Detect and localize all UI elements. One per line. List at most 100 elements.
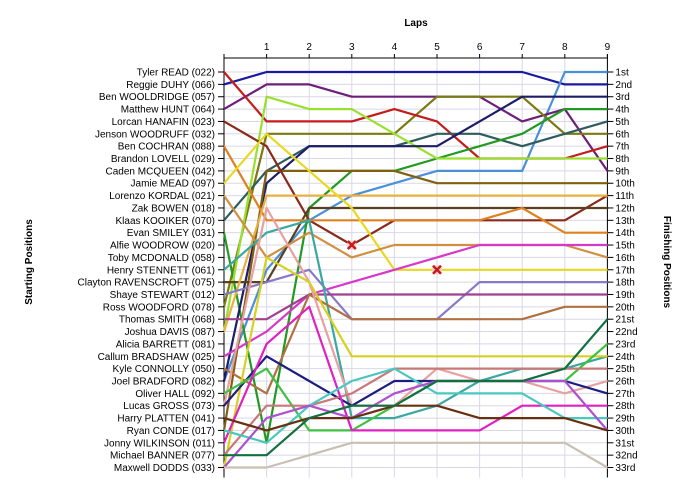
lap-tick-label: 1: [264, 42, 270, 53]
starting-position-label: Harry PLATTEN (041): [117, 414, 215, 425]
finishing-position-label: 25th: [615, 364, 634, 375]
finishing-position-label: 19th: [615, 290, 634, 301]
finishing-position-label: 11th: [615, 191, 634, 202]
finishing-position-label: 5th: [615, 117, 629, 128]
series-line: [222, 404, 609, 432]
series-line: [222, 293, 609, 321]
finishing-position-label: 17th: [615, 265, 634, 276]
starting-position-label: Matthew HUNT (064): [121, 105, 215, 116]
starting-position-label: Toby MCDONALD (058): [108, 253, 215, 264]
starting-position-label: Alfie WOODROW (020): [110, 241, 215, 252]
finishing-position-label: 23rd: [615, 339, 635, 350]
finishing-position-label: 1st: [615, 68, 629, 79]
starting-position-label: Michael BANNER (077): [110, 451, 215, 462]
starting-position-label: Ben WOOLDRIDGE (057): [99, 92, 215, 103]
starting-position-label: Alicia BARRETT (081): [116, 339, 215, 350]
series-line: [222, 293, 609, 395]
finishing-position-label: 14th: [615, 228, 634, 239]
finishing-position-label: 16th: [615, 253, 634, 264]
series-line: [222, 305, 609, 444]
lap-tick-label: 2: [306, 42, 312, 53]
starting-position-label: Maxwell DODDS (033): [114, 463, 215, 474]
starting-position-label: Henry STENNETT (061): [107, 265, 215, 276]
series-line: [222, 194, 609, 333]
starting-position-label: Shaye STEWART (012): [110, 290, 215, 301]
series-line: [222, 70, 609, 86]
finishing-position-label: 2nd: [615, 80, 632, 91]
label-layer: 1 2 3 4 5 6 7 8 9 Tyler READ (022)Reggie DUHY (06…: [78, 42, 638, 474]
series-line: [222, 132, 609, 271]
starting-position-label: Brandon LOVELL (029): [111, 154, 215, 165]
retirement-marker: [432, 264, 442, 275]
finishing-position-label: 9th: [615, 166, 629, 177]
finishing-position-label: 13th: [615, 216, 634, 227]
series-line: [222, 243, 609, 358]
finishing-position-label: 26th: [615, 377, 634, 388]
series-line: [222, 95, 609, 333]
starting-position-label: Ryan CONDE (017): [127, 426, 215, 437]
starting-position-label: Jonny WILKINSON (011): [104, 438, 215, 449]
finishing-position-label: 18th: [615, 278, 634, 289]
series-line: [222, 194, 609, 259]
starting-position-label: Jenson WOODRUFF (032): [95, 129, 215, 140]
starting-position-label: Klaas KOOIKER (070): [116, 216, 215, 227]
series-layer: [222, 70, 609, 469]
lap-tick-label: 8: [562, 42, 568, 53]
finishing-position-label: 29th: [615, 414, 634, 425]
series-line: [222, 379, 609, 469]
starting-position-label: Evan SMILEY (031): [127, 228, 215, 239]
series-line: [222, 145, 609, 234]
starting-position-label: Lucas GROSS (073): [123, 401, 215, 412]
finishing-position-label: 21st: [615, 315, 634, 326]
starting-position-label: Zak BOWEN (018): [132, 203, 215, 214]
finishing-position-label: 4th: [615, 105, 629, 116]
starting-position-label: Thomas SMITH (068): [119, 315, 215, 326]
series-line: [222, 95, 609, 308]
chart-title: Laps: [404, 18, 428, 29]
finishing-position-label: 28th: [615, 401, 634, 412]
finishing-position-label: 15th: [615, 241, 634, 252]
starting-position-label: Lorcan HANAFIN (023): [112, 117, 215, 128]
finishing-position-label: 12th: [615, 203, 634, 214]
starting-position-label: Kyle CONNOLLY (050): [113, 364, 215, 375]
finishing-position-label: 6th: [615, 129, 629, 140]
retirement-marker-layer: [346, 240, 442, 275]
finishing-position-label: 3rd: [615, 92, 629, 103]
starting-position-label: Clayton RAVENSCROFT (075): [78, 278, 215, 289]
lap-tick-label: 4: [392, 42, 398, 53]
finishing-position-label: 27th: [615, 389, 634, 400]
lap-tick-label: 6: [477, 42, 483, 53]
starting-position-label: Oliver HALL (092): [135, 389, 215, 400]
finishing-position-label: 31st: [615, 438, 634, 449]
finishing-position-label: 10th: [615, 179, 634, 190]
series-line: [222, 120, 609, 222]
finishing-position-label: 24th: [615, 352, 634, 363]
finishing-position-label: 32nd: [615, 451, 637, 462]
starting-position-label: Joshua DAVIS (087): [125, 327, 215, 338]
starting-position-label: Jamie MEAD (097): [131, 179, 215, 190]
starting-position-label: Caden MCQUEEN (042): [106, 166, 215, 177]
finishing-position-label: 20th: [615, 302, 634, 313]
series-line: [222, 318, 609, 457]
lap-tick-label: 3: [349, 42, 355, 53]
starting-position-label: Ben COCHRAN (088): [118, 142, 215, 153]
starting-position-label: Tyler READ (022): [137, 68, 215, 79]
finishing-position-label: 8th: [615, 154, 629, 165]
series-line: [222, 95, 609, 383]
starting-position-label: Callum BRADSHAW (025): [98, 352, 215, 363]
series-line: [222, 441, 609, 469]
starting-position-label: Reggie DUHY (066): [126, 80, 215, 91]
starting-position-label: Joel BRADFORD (082): [112, 377, 215, 388]
finishing-position-label: 33rd: [615, 463, 635, 474]
series-line: [222, 169, 609, 432]
finishing-position-label: 7th: [615, 142, 629, 153]
lap-tick-label: 9: [605, 42, 611, 53]
retirement-marker: [346, 240, 357, 250]
series-line: [222, 367, 609, 457]
lap-tick-label: 7: [519, 42, 525, 53]
starting-position-label: Lorenzo KORDAL (021): [109, 191, 215, 202]
starting-position-label: Ross WOODFORD (078): [103, 302, 215, 313]
series-line: [222, 256, 609, 469]
finishing-position-label: 22nd: [615, 327, 637, 338]
